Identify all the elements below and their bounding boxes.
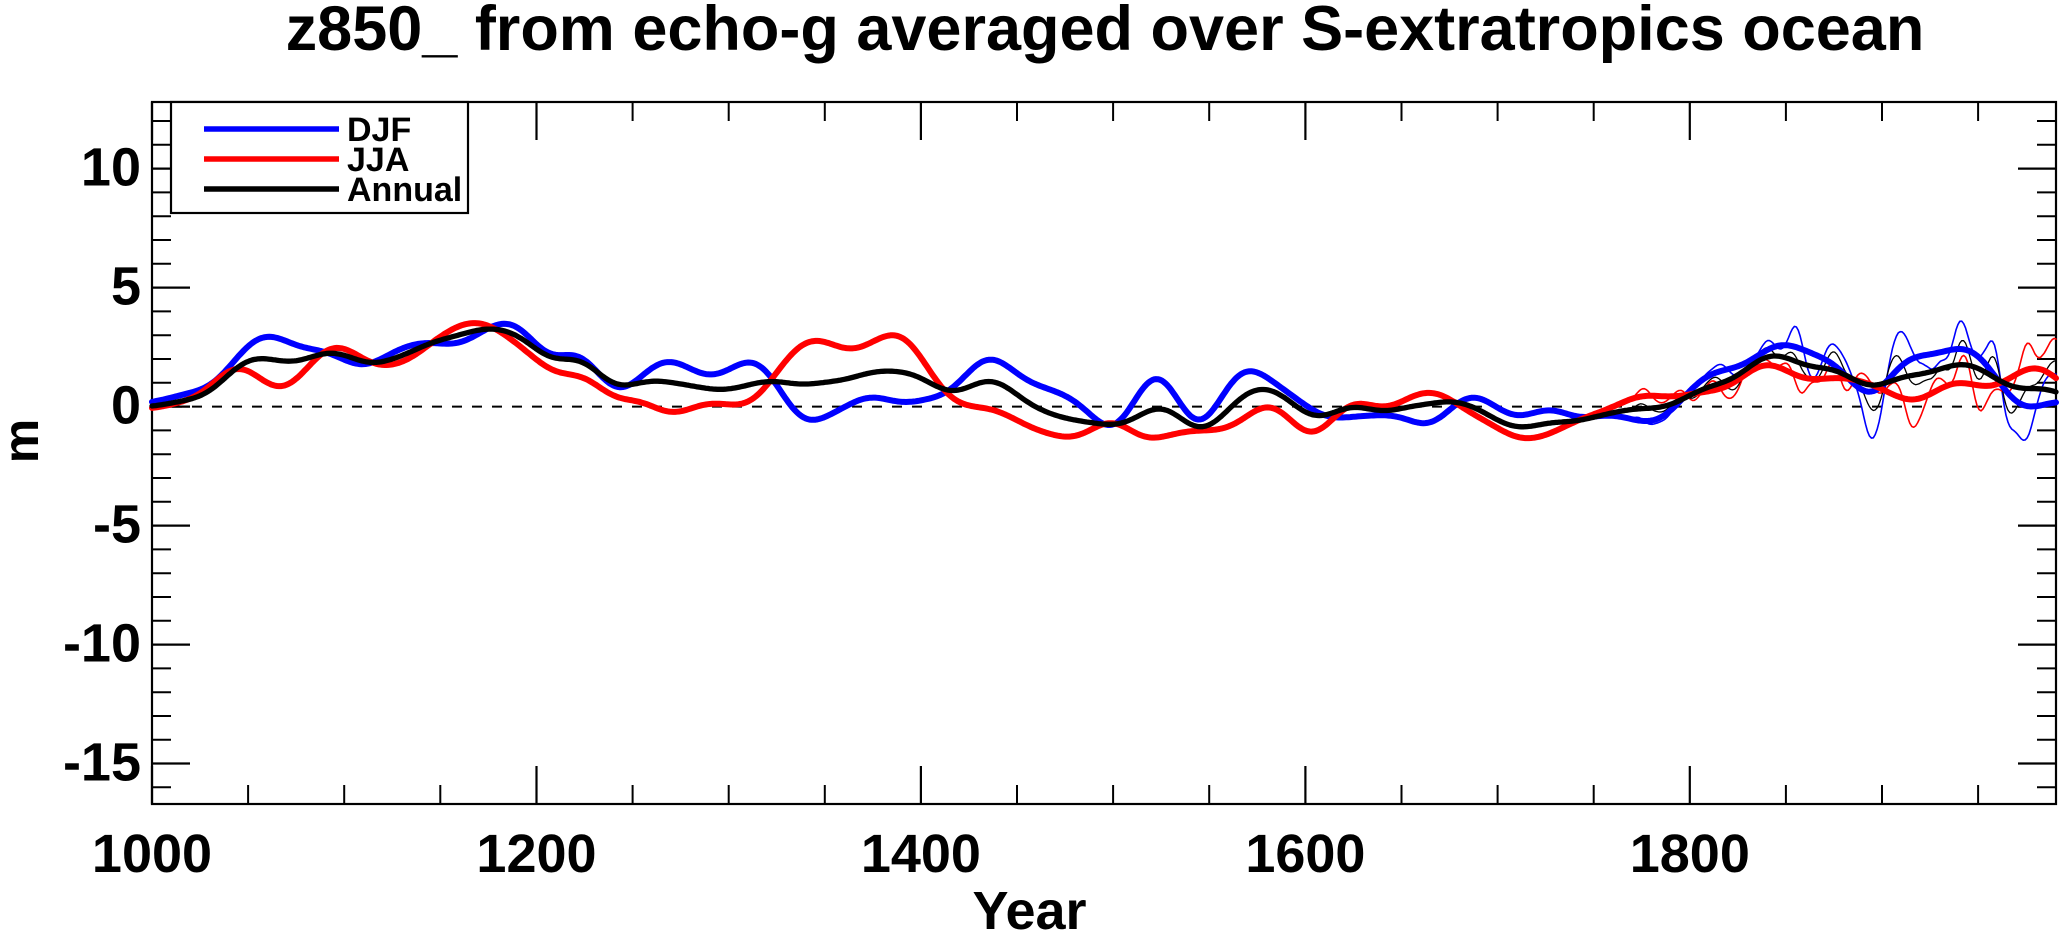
svg-text:5: 5 — [111, 257, 141, 317]
svg-text:1600: 1600 — [1245, 824, 1365, 884]
svg-text:1400: 1400 — [861, 824, 981, 884]
svg-text:1800: 1800 — [1630, 824, 1750, 884]
svg-text:-15: -15 — [63, 733, 141, 793]
svg-text:0: 0 — [111, 376, 141, 436]
svg-text:Annual: Annual — [347, 171, 462, 209]
svg-text:m: m — [0, 419, 49, 463]
svg-text:-10: -10 — [63, 614, 141, 674]
svg-text:-5: -5 — [93, 495, 141, 555]
svg-text:1000: 1000 — [92, 824, 212, 884]
svg-text:1200: 1200 — [476, 824, 596, 884]
svg-text:10: 10 — [81, 138, 141, 198]
